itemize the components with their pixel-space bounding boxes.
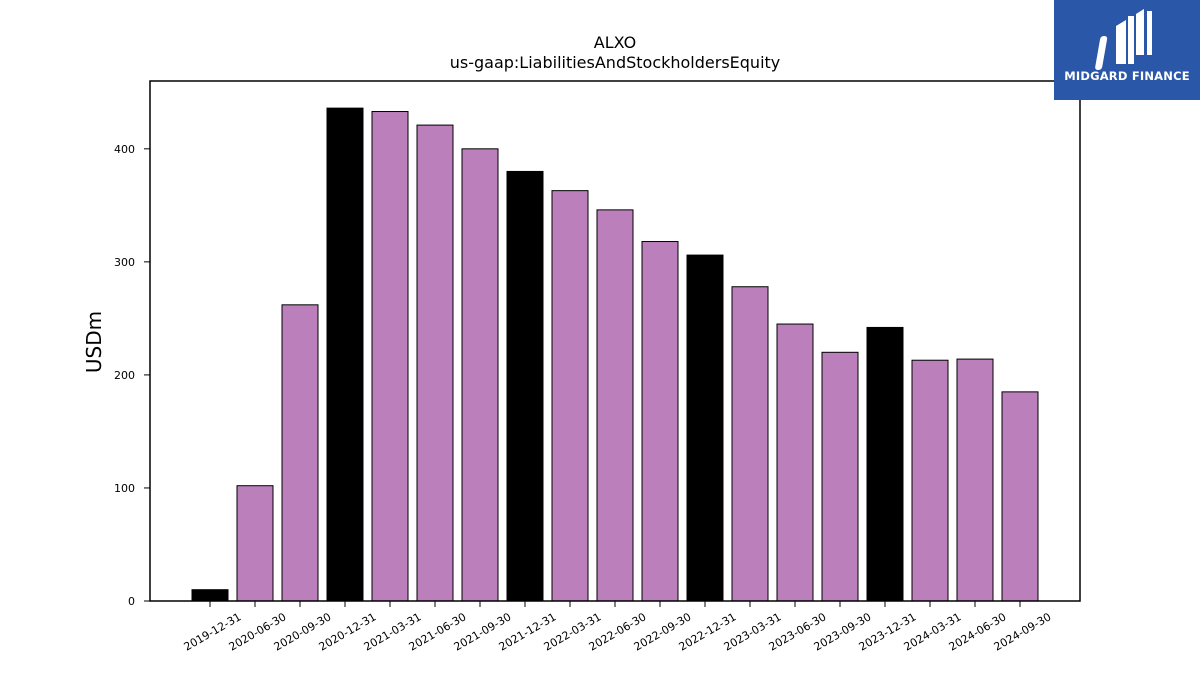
bar-2023-09-30 <box>821 351 859 602</box>
y-tick-label: 100 <box>114 482 135 495</box>
logo-text: MIDGARD FINANCE <box>1064 69 1190 83</box>
bar-2024-09-30 <box>1001 391 1039 602</box>
bar-2021-12-31 <box>506 170 544 602</box>
bar-2021-06-30 <box>416 124 454 602</box>
bar-2021-09-30 <box>461 148 499 602</box>
bar-2020-09-30 <box>281 304 319 602</box>
chart-title: ALXO <box>594 33 636 52</box>
y-tick-label: 300 <box>114 256 135 269</box>
bar-2023-12-31 <box>866 326 904 602</box>
plot-frame <box>149 80 1081 602</box>
y-axis-label: USDm <box>82 311 106 373</box>
bar-2022-12-31 <box>686 254 724 602</box>
logo-mark-icon <box>1095 9 1152 70</box>
bar-2022-03-31 <box>551 190 589 602</box>
bar-2022-06-30 <box>596 209 634 602</box>
bars-group <box>191 107 1039 602</box>
x-ticks-group: 2019-12-312020-06-302020-09-302020-12-31… <box>182 601 1054 654</box>
chart-subtitle: us-gaap:LiabilitiesAndStockholdersEquity <box>450 53 781 72</box>
bar-2023-06-30 <box>776 323 814 602</box>
bar-2024-06-30 <box>956 358 994 602</box>
y-ticks-group: 0 100 200 300 400 <box>114 143 150 608</box>
bar-2019-12-31 <box>191 589 229 602</box>
y-tick-label: 0 <box>128 595 135 608</box>
bar-2020-12-31 <box>326 107 364 602</box>
brand-logo: MIDGARD FINANCE <box>1054 0 1200 100</box>
bar-2022-09-30 <box>641 241 679 602</box>
bar-2020-06-30 <box>236 485 274 602</box>
bar-2024-03-31 <box>911 359 949 602</box>
bar-2021-03-31 <box>371 111 409 602</box>
bar-2023-03-31 <box>731 286 769 602</box>
y-tick-label: 200 <box>114 369 135 382</box>
y-tick-label: 400 <box>114 143 135 156</box>
